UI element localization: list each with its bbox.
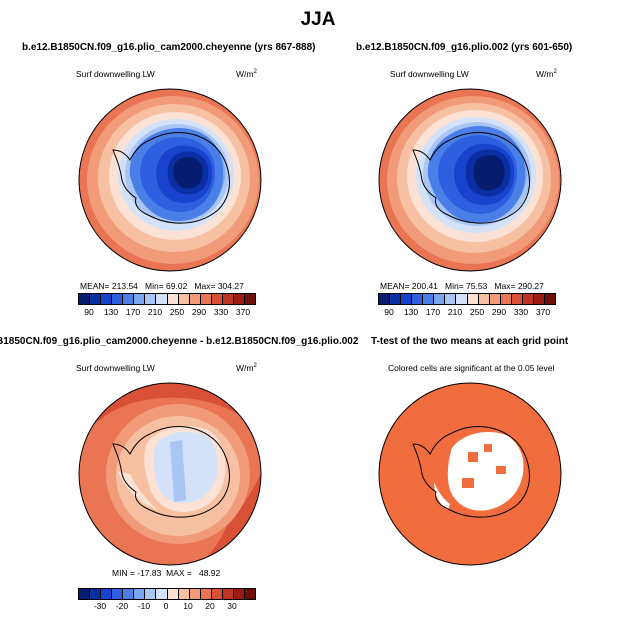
- panel-2-colorbar-swatch: [489, 294, 501, 304]
- panel-2-colorbar-swatch: [478, 294, 490, 304]
- panel-2-map: [378, 88, 562, 272]
- panel-3-colorbar: [78, 588, 256, 600]
- panel-1-colorbar-swatch: [222, 294, 234, 304]
- panel-1-colorbar-tick-label: 370: [235, 307, 251, 317]
- panel-2-colorbar-swatch: [412, 294, 424, 304]
- panel-3-colorbar-swatch: [189, 589, 201, 599]
- panel-3-colorbar-swatch: [90, 589, 102, 599]
- panel-3-colorbar-swatch: [233, 589, 245, 599]
- panel-3-colorbar-swatch: [222, 589, 234, 599]
- panel-3-colorbar-tick-label: -20: [115, 601, 129, 611]
- panel-2-units: W/m2: [536, 69, 557, 79]
- panel-1-colorbar-swatch: [123, 294, 135, 304]
- panel-1-colorbar-swatch: [90, 294, 102, 304]
- panel-3-colorbar-swatch: [156, 589, 168, 599]
- panel-1-colorbar-labels: 90 130 170 210 250 290 330 370: [78, 307, 254, 319]
- panel-1-stats: MEAN= 213.54 Min= 69.02 Max= 304.27: [80, 281, 244, 291]
- panel-1-colorbar-swatch: [134, 294, 146, 304]
- panel-1-colorbar-swatch: [79, 294, 91, 304]
- panel-1-units: W/m2: [236, 69, 257, 79]
- panel-3-colorbar-swatch: [79, 589, 91, 599]
- panel-1-variable: Surf downwelling LW: [76, 69, 155, 79]
- panel-2-colorbar-swatch: [434, 294, 446, 304]
- figure-title: JJA: [300, 9, 336, 30]
- panel-1-colorbar-tick-label: 170: [125, 307, 141, 317]
- panel-3-colorbar-tick-label: -10: [137, 601, 151, 611]
- panel-2-colorbar-labels: 90 130 170 210 250 290 330 370: [378, 307, 554, 319]
- panel-1-colorbar-tick-label: 210: [147, 307, 163, 317]
- panel-1-colorbar-tick-label: 330: [213, 307, 229, 317]
- panel-2-colorbar-swatch: [500, 294, 512, 304]
- panel-1-colorbar-swatch: [101, 294, 113, 304]
- panel-3-colorbar-tick-label: 10: [183, 601, 193, 611]
- panel-3-stats: MIN = -17.83 MAX = 48.92: [112, 568, 221, 578]
- panel-1-colorbar-swatch: [145, 294, 157, 304]
- panel-2-colorbar-swatch: [423, 294, 435, 304]
- panel-4-map: [378, 382, 562, 566]
- panel-1-colorbar-swatch: [244, 294, 255, 304]
- panel-3-colorbar-labels: -30 -20 -10 0 10 20 30: [78, 601, 254, 613]
- panel-1-colorbar-tick-label: 90: [84, 307, 94, 317]
- panel-2-colorbar: [378, 293, 556, 305]
- panel-2-colorbar-tick-label: 330: [513, 307, 529, 317]
- panel-3-colorbar-tick-label: -30: [93, 601, 107, 611]
- panel-1-colorbar-tick-label: 130: [103, 307, 119, 317]
- panel-3-colorbar-tick-label: 20: [205, 601, 215, 611]
- panel-1-colorbar-swatch: [156, 294, 168, 304]
- panel-1-colorbar-swatch: [189, 294, 201, 304]
- panel-2-colorbar-tick-label: 130: [403, 307, 419, 317]
- panel-3-units: W/m2: [236, 363, 257, 373]
- panel-3-colorbar-swatch: [167, 589, 179, 599]
- panel-2-colorbar-swatch: [445, 294, 457, 304]
- panel-3-colorbar-swatch: [200, 589, 212, 599]
- panel-3-colorbar-tick-label: 30: [227, 601, 237, 611]
- panel-2-variable: Surf downwelling LW: [390, 69, 469, 79]
- panel-1-colorbar-swatch: [200, 294, 212, 304]
- panel-4-title: T-test of the two means at each grid poi…: [371, 336, 569, 347]
- panel-3-colorbar-swatch: [123, 589, 135, 599]
- panel-1-colorbar-swatch: [211, 294, 223, 304]
- panel-3-colorbar-swatch: [134, 589, 146, 599]
- panel-1-colorbar-swatch: [167, 294, 179, 304]
- panel-3-variable: Surf downwelling LW: [76, 363, 155, 373]
- panel-1-title: b.e12.B1850CN.f09_g16.plio_cam2000.cheye…: [22, 42, 316, 53]
- panel-3-map: [78, 382, 262, 566]
- panel-3-colorbar-swatch: [178, 589, 190, 599]
- panel-2-colorbar-tick-label: 210: [447, 307, 463, 317]
- panel-3-colorbar-swatch: [211, 589, 223, 599]
- panel-2-colorbar-swatch: [544, 294, 555, 304]
- panel-2-colorbar-swatch: [390, 294, 402, 304]
- panel-3-colorbar-swatch: [145, 589, 157, 599]
- panel-2-stats: MEAN= 200.41 Min= 75.53 Max= 290.27: [380, 281, 544, 291]
- panel-3-colorbar-swatch: [112, 589, 124, 599]
- panel-2-colorbar-swatch: [467, 294, 479, 304]
- panel-2-colorbar-swatch: [456, 294, 468, 304]
- panel-2-colorbar-tick-label: 370: [535, 307, 551, 317]
- panel-2-colorbar-swatch: [522, 294, 534, 304]
- panel-1-colorbar-swatch: [178, 294, 190, 304]
- panel-2-colorbar-tick-label: 290: [491, 307, 507, 317]
- panel-2-colorbar-tick-label: 90: [384, 307, 394, 317]
- panel-3-title: B1850CN.f09_g16.plio_cam2000.cheyenne - …: [0, 336, 359, 347]
- panel-1-colorbar-tick-label: 290: [191, 307, 207, 317]
- panel-2-colorbar-tick-label: 250: [469, 307, 485, 317]
- panel-3-colorbar-swatch: [101, 589, 113, 599]
- panel-3-colorbar-swatch: [244, 589, 255, 599]
- panel-1-colorbar-swatch: [233, 294, 245, 304]
- panel-2-colorbar-swatch: [401, 294, 413, 304]
- panel-1-map: [78, 88, 262, 272]
- panel-2-title: b.e12.B1850CN.f09_g16.plio.002 (yrs 601-…: [356, 42, 573, 53]
- panel-3-colorbar-tick-label: 0: [163, 601, 169, 611]
- panel-1-colorbar-tick-label: 250: [169, 307, 185, 317]
- panel-2-colorbar-swatch: [379, 294, 391, 304]
- panel-1-colorbar-swatch: [112, 294, 124, 304]
- panel-4-subtitle: Colored cells are significant at the 0.0…: [388, 363, 555, 373]
- panel-2-colorbar-swatch: [511, 294, 523, 304]
- panel-2-colorbar-swatch: [533, 294, 545, 304]
- panel-2-colorbar-tick-label: 170: [425, 307, 441, 317]
- panel-1-colorbar: [78, 293, 256, 305]
